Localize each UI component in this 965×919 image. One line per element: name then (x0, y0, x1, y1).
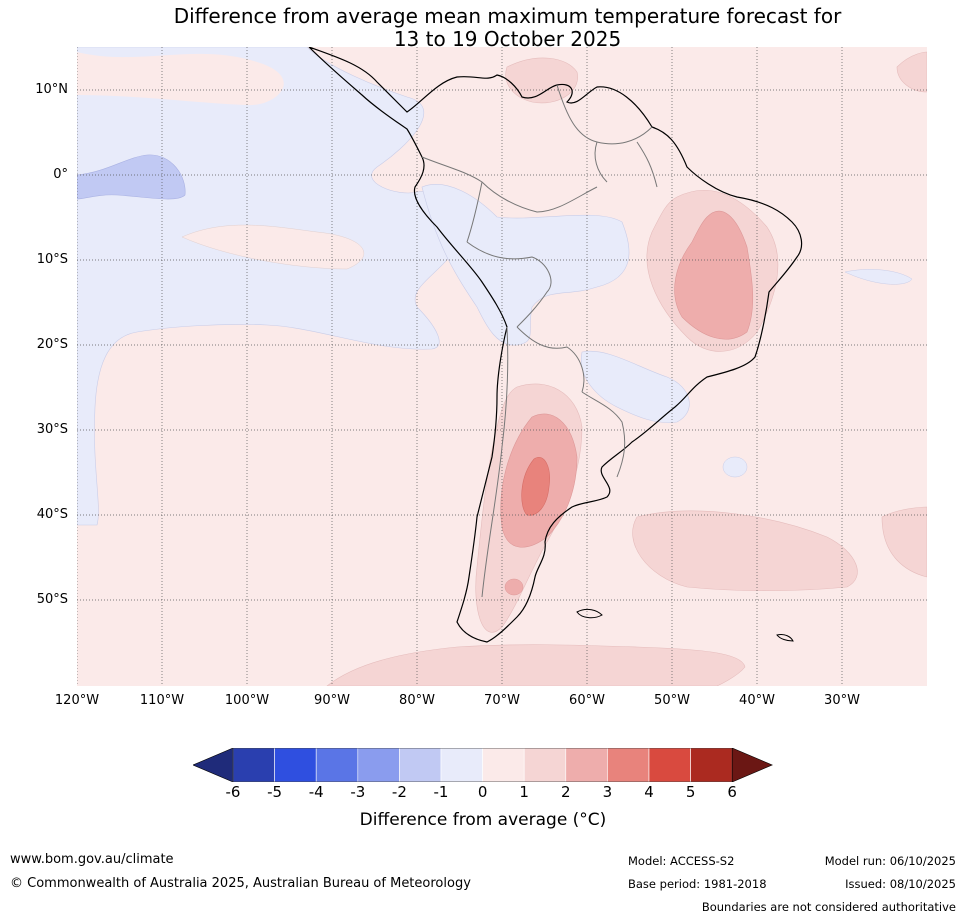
colorbar-tick-label: 2 (561, 783, 571, 801)
website-link[interactable]: www.bom.gov.au/climate (10, 852, 174, 867)
colorbar-cell (440, 748, 483, 782)
anomaly-field-2-3-brazil (674, 210, 754, 340)
lat-label-10s: 10°S (36, 252, 68, 267)
anomaly-field-3-4-argentina (521, 457, 550, 516)
lon-label-80w: 80°W (399, 693, 435, 708)
lat-label-0: 0° (53, 167, 68, 182)
anomaly-field-1-2-east (881, 506, 927, 578)
anomaly-field-minus1-0-south (580, 350, 690, 423)
anomaly-field-1-2-northeast (896, 51, 927, 93)
colorbar-cell (523, 748, 567, 782)
lat-label-40s: 40°S (36, 507, 68, 522)
anomaly-field-minus1-0-continental (421, 184, 630, 346)
title-line-1: Difference from average mean maximum tem… (173, 4, 842, 28)
colorbar-tick-label: -3 (350, 783, 366, 801)
colorbar-tick-label: 3 (602, 783, 613, 801)
anomaly-field-2-3-patagonia (504, 578, 524, 596)
colorbar-extend-high (731, 748, 773, 782)
colorbar-tick-label: 4 (644, 783, 654, 801)
issued-text: Issued: 08/10/2025 (845, 877, 956, 891)
colorbar-cell (232, 748, 275, 782)
lon-label-70w: 70°W (484, 693, 520, 708)
colorbar-frame (232, 748, 733, 782)
base-period-text: Base period: 1981-2018 (628, 877, 767, 891)
graticule (77, 47, 927, 686)
lon-label-30w: 30°W (824, 693, 860, 708)
coastline-south-america (308, 47, 803, 643)
falkland-islands (576, 608, 603, 619)
lat-label-50s: 50°S (36, 592, 68, 607)
anomaly-field-minus1-0-atlantic (844, 269, 913, 285)
colorbar-cell (357, 748, 400, 782)
colorbar-tick-label: -5 (267, 783, 283, 801)
colorbar-tick-label: -2 (391, 783, 407, 801)
colorbar-tick-label: 1 (519, 783, 529, 801)
lon-label-40w: 40°W (739, 693, 775, 708)
lon-label-120w: 120°W (54, 693, 100, 708)
lat-label-20s: 20°S (36, 337, 68, 352)
colorbar (193, 748, 773, 782)
colorbar-cell (274, 748, 317, 782)
anomaly-bulge-2 (181, 224, 365, 270)
colorbar-tick-label: 5 (685, 783, 696, 801)
lon-label-90w: 90°W (314, 693, 350, 708)
title-line-2: 13 to 19 October 2025 (393, 27, 622, 51)
lon-label-100w: 100°W (224, 693, 270, 708)
model-run-text: Model run: 06/10/2025 (824, 854, 956, 868)
lat-label-10n: 10°N (35, 82, 68, 97)
lon-label-50w: 50°W (654, 693, 690, 708)
country-borders (421, 84, 658, 598)
colorbar-tick-label: -6 (225, 783, 241, 801)
colorbar-tick-label: -1 (433, 783, 449, 801)
lon-label-60w: 60°W (569, 693, 605, 708)
anomaly-field-minus2-minus1 (77, 154, 186, 200)
model-text: Model: ACCESS-S2 (628, 854, 735, 868)
anomaly-field-minus1-0-atlantic-2 (722, 456, 748, 478)
lon-label-110w: 110°W (139, 693, 185, 708)
forecast-map (77, 47, 927, 686)
colorbar-cell (690, 748, 733, 782)
island-south-georgia (776, 634, 794, 642)
anomaly-field-1-2-atlantic (632, 510, 858, 592)
copyright-text: © Commonwealth of Australia 2025, Austra… (10, 876, 471, 891)
colorbar-extend-low (193, 748, 234, 782)
colorbar-cell (648, 748, 691, 782)
colorbar-tick-label: -4 (308, 783, 324, 801)
colorbar-cell (315, 748, 359, 782)
colorbar-tick-label: 0 (477, 783, 488, 801)
colorbar-cell (565, 748, 608, 782)
colorbar-cell (482, 748, 525, 782)
anomaly-bulge (77, 52, 284, 106)
anomaly-field-1-2-south (326, 644, 746, 686)
colorbar-label: Difference from average (°C) (359, 810, 607, 830)
colorbar-tick-label: 6 (727, 783, 737, 801)
colorbar-cell (399, 748, 442, 782)
lat-label-30s: 30°S (36, 422, 68, 437)
colorbar-cell (607, 748, 650, 782)
disclaimer-text: Boundaries are not considered authoritat… (701, 900, 956, 914)
